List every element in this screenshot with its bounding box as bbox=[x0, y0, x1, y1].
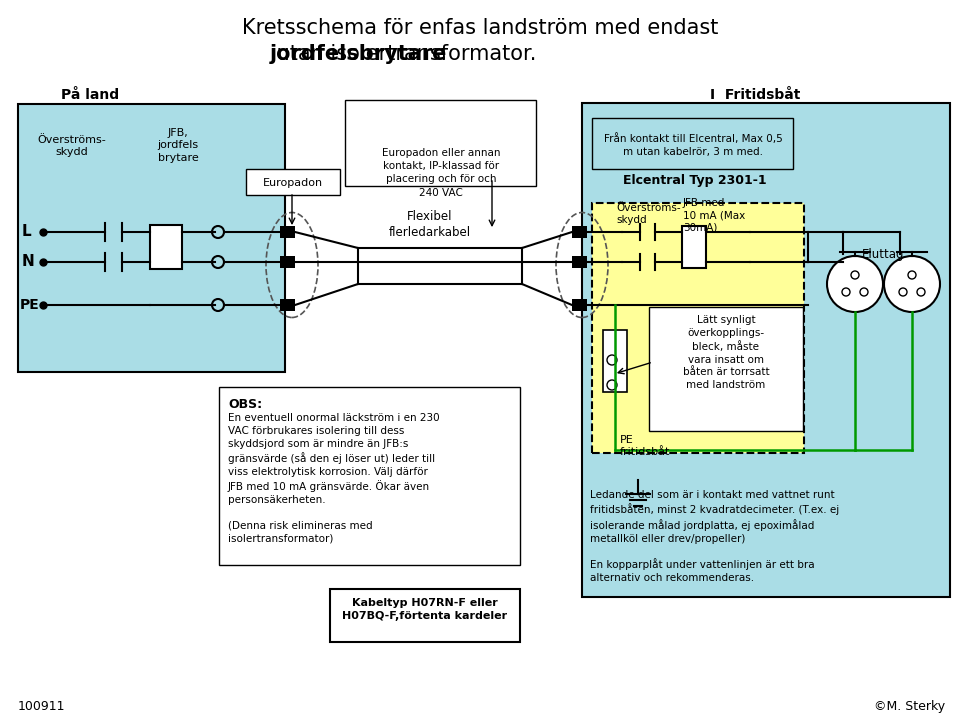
Text: 100911: 100911 bbox=[18, 700, 65, 713]
Bar bbox=[18, 104, 285, 372]
Bar bbox=[603, 330, 627, 392]
Bar bbox=[572, 299, 587, 311]
Text: I  Fritidsbåt: I Fritidsbåt bbox=[709, 88, 801, 102]
Text: Från kontakt till Elcentral, Max 0,5
m utan kabelrör, 3 m med.: Från kontakt till Elcentral, Max 0,5 m u… bbox=[604, 133, 782, 157]
Text: Elcentral Typ 2301-1: Elcentral Typ 2301-1 bbox=[623, 174, 767, 187]
Bar bbox=[582, 103, 950, 597]
Text: En eventuell onormal läckström i en 230
VAC förbrukares isolering till dess
skyd: En eventuell onormal läckström i en 230 … bbox=[228, 413, 440, 543]
Circle shape bbox=[827, 256, 883, 312]
Bar bbox=[150, 225, 182, 269]
Text: JFB,
jordfels
brytare: JFB, jordfels brytare bbox=[157, 128, 199, 163]
Bar bbox=[280, 299, 295, 311]
Bar bbox=[682, 226, 706, 268]
Bar bbox=[592, 203, 804, 453]
Bar bbox=[280, 256, 295, 268]
Text: PE: PE bbox=[20, 298, 39, 312]
Text: OBS:: OBS: bbox=[228, 398, 262, 411]
FancyBboxPatch shape bbox=[219, 387, 520, 565]
Text: Europadon: Europadon bbox=[263, 178, 324, 188]
Bar bbox=[280, 226, 295, 238]
Text: Lätt synligt
överkopplings-
bleck, måste
vara insatt om
båten är torrsatt
med la: Lätt synligt överkopplings- bleck, måste… bbox=[683, 315, 769, 390]
Bar bbox=[572, 256, 587, 268]
Text: Överströms-
skydd: Överströms- skydd bbox=[616, 203, 681, 225]
Text: JFB med
10 mA (Max
30mA): JFB med 10 mA (Max 30mA) bbox=[683, 198, 745, 233]
Text: Ledande del som är i kontakt med vattnet runt
fritidsbåten, minst 2 kvadratdecim: Ledande del som är i kontakt med vattnet… bbox=[590, 490, 839, 543]
Text: Flexibel
flerledarkabel: Flexibel flerledarkabel bbox=[389, 210, 471, 239]
Text: Kretsschema för enfas landström med endast: Kretsschema för enfas landström med enda… bbox=[242, 18, 718, 38]
Text: Överströms-
skydd: Överströms- skydd bbox=[37, 135, 107, 158]
Text: PE
fritidsbåt: PE fritidsbåt bbox=[620, 435, 670, 458]
Text: L: L bbox=[22, 225, 32, 240]
Text: Kabeltyp H07RN-F eller
H07BQ-F,förtenta kardeler: Kabeltyp H07RN-F eller H07BQ-F,förtenta … bbox=[343, 598, 508, 621]
Bar bbox=[572, 226, 587, 238]
FancyBboxPatch shape bbox=[592, 118, 793, 169]
Text: En kopparplåt under vattenlinjen är ett bra
alternativ och rekommenderas.: En kopparplåt under vattenlinjen är ett … bbox=[590, 558, 815, 583]
Text: utan isolertransformator.: utan isolertransformator. bbox=[270, 44, 537, 64]
FancyBboxPatch shape bbox=[330, 589, 520, 642]
Text: På land: På land bbox=[60, 88, 119, 102]
Text: Eluttag: Eluttag bbox=[862, 248, 904, 261]
Text: ©M. Sterky: ©M. Sterky bbox=[874, 700, 945, 713]
FancyBboxPatch shape bbox=[649, 307, 803, 431]
FancyBboxPatch shape bbox=[246, 169, 340, 195]
Text: Europadon eller annan
kontakt, IP-klassad för
placering och för och
240 VAC: Europadon eller annan kontakt, IP-klassa… bbox=[382, 148, 500, 198]
FancyBboxPatch shape bbox=[345, 100, 536, 186]
Text: jordfelsbrytare: jordfelsbrytare bbox=[270, 44, 447, 64]
Text: N: N bbox=[22, 255, 35, 270]
Circle shape bbox=[884, 256, 940, 312]
